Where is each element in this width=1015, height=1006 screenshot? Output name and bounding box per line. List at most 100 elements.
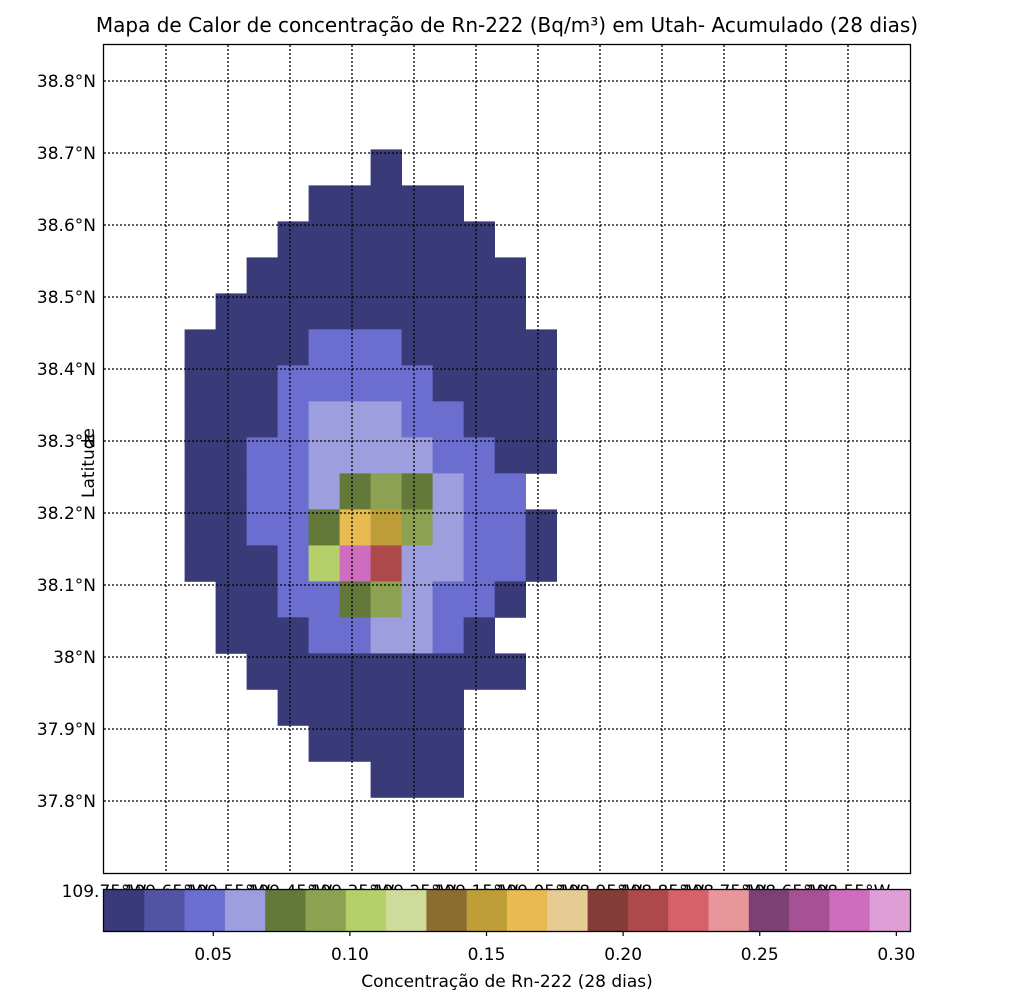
heatmap-cell: [370, 761, 402, 798]
heatmap-cell: [525, 329, 557, 366]
colorbar-label: Concentração de Rn-222 (28 dias): [361, 972, 653, 992]
heatmap-cell: [463, 257, 495, 294]
heatmap-cell: [184, 365, 216, 402]
heatmap-cell: [339, 581, 371, 618]
heatmap-cell: [370, 185, 402, 222]
heatmap-cell: [463, 617, 495, 654]
heatmap-cell: [494, 653, 526, 690]
y-axis-label: Latitude: [79, 428, 99, 498]
colorbar-swatch: [224, 890, 266, 931]
heatmap-cell: [401, 401, 433, 438]
y-axis-ticks: 38.8°N 38.7°N 38.6°N 38.5°N 38.4°N 38.3°N 38.2…: [37, 72, 96, 812]
heatmap-cell: [401, 509, 433, 546]
colorbar-swatch: [869, 890, 911, 931]
colorbar-swatch: [104, 890, 145, 931]
heatmap-cell: [308, 365, 340, 402]
heatmap-cell: [215, 329, 247, 366]
heatmap-cell: [432, 437, 464, 474]
heatmap-cell: [463, 365, 495, 402]
heatmap-cell: [339, 185, 371, 222]
colorbar-swatch: [829, 890, 871, 931]
heatmap-cell: [463, 437, 495, 474]
heatmap-cell: [184, 401, 216, 438]
heatmap-cell: [370, 437, 402, 474]
heatmap-cell: [370, 545, 402, 582]
heatmap-cell: [308, 293, 340, 330]
heatmap-cell: [215, 581, 247, 618]
heatmap-cell: [339, 653, 371, 690]
heatmap-cell: [370, 221, 402, 258]
chart-title: Mapa de Calor de concentração de Rn-222 …: [96, 13, 918, 37]
grid-lines: [104, 45, 910, 873]
heatmap-cell: [370, 257, 402, 294]
y-tick-label: 38.4°N: [37, 360, 96, 380]
heatmap-cell: [525, 401, 557, 438]
heatmap-cell: [215, 509, 247, 546]
heatmap-cell: [339, 401, 371, 438]
heatmap-cell: [494, 581, 526, 618]
heatmap-cell: [308, 689, 340, 726]
heatmap-cell: [215, 545, 247, 582]
heatmap-cell: [308, 545, 340, 582]
heatmap-cell: [401, 185, 433, 222]
heatmap-cell: [432, 257, 464, 294]
colorbar-swatch: [627, 890, 669, 931]
heatmap-cell: [184, 329, 216, 366]
heatmap-cell: [308, 401, 340, 438]
y-tick-label: 38°N: [53, 648, 96, 668]
heatmap-cell: [370, 725, 402, 762]
heatmap-cell: [370, 293, 402, 330]
heatmap-cell: [246, 617, 278, 654]
heatmap-cell: [308, 617, 340, 654]
heatmap-cell: [215, 617, 247, 654]
heatmap-cell: [401, 761, 433, 798]
heatmap-cell: [184, 473, 216, 510]
colorbar-tick-label: 0.30: [877, 945, 915, 965]
y-tick-label: 38.7°N: [37, 144, 96, 164]
heatmap-cell: [432, 617, 464, 654]
heatmap-cell: [246, 581, 278, 618]
heatmap-cell: [184, 437, 216, 474]
heatmap-cell: [370, 509, 402, 546]
heatmap-cell: [401, 329, 433, 366]
heatmap-cell: [308, 185, 340, 222]
heatmap-cell: [401, 257, 433, 294]
heatmap-cell: [370, 617, 402, 654]
heatmap-cell: [401, 653, 433, 690]
heatmap-cell: [339, 329, 371, 366]
colorbar-tick-label: 0.10: [331, 945, 369, 965]
heatmap-cell: [432, 473, 464, 510]
heatmap-cell: [432, 653, 464, 690]
colorbar-swatch: [265, 890, 306, 931]
heatmap-cell: [215, 293, 247, 330]
colorbar-swatch: [668, 890, 709, 931]
heatmap-cell: [246, 653, 278, 690]
heatmap-cell: [401, 581, 433, 618]
heatmap-cell: [277, 257, 309, 294]
heatmap-cell: [277, 653, 309, 690]
heatmap-cell: [277, 437, 309, 474]
y-tick-label: 37.8°N: [37, 792, 96, 812]
heatmap-cell: [370, 581, 402, 618]
colorbar-swatch: [587, 890, 629, 931]
heatmap-cell: [401, 221, 433, 258]
heatmap-cell: [370, 653, 402, 690]
heatmap-cell: [370, 689, 402, 726]
heatmap-cell: [339, 365, 371, 402]
heatmap-cell: [494, 509, 526, 546]
heatmap-cell: [432, 293, 464, 330]
heatmap-cell: [432, 725, 464, 762]
heatmap-cell: [525, 365, 557, 402]
y-tick-label: 38.8°N: [37, 72, 96, 92]
colorbar-tick-label: 0.05: [194, 945, 232, 965]
heatmap-cell: [525, 509, 557, 546]
heatmap-cell: [401, 437, 433, 474]
heatmap-cell: [432, 761, 464, 798]
colorbar: [104, 890, 911, 931]
heatmap-cell: [246, 365, 278, 402]
heatmap-cell: [463, 221, 495, 258]
heatmap-cell: [246, 329, 278, 366]
heatmap-cell: [432, 185, 464, 222]
colorbar-swatch: [144, 890, 186, 931]
heatmap-cell: [525, 437, 557, 474]
